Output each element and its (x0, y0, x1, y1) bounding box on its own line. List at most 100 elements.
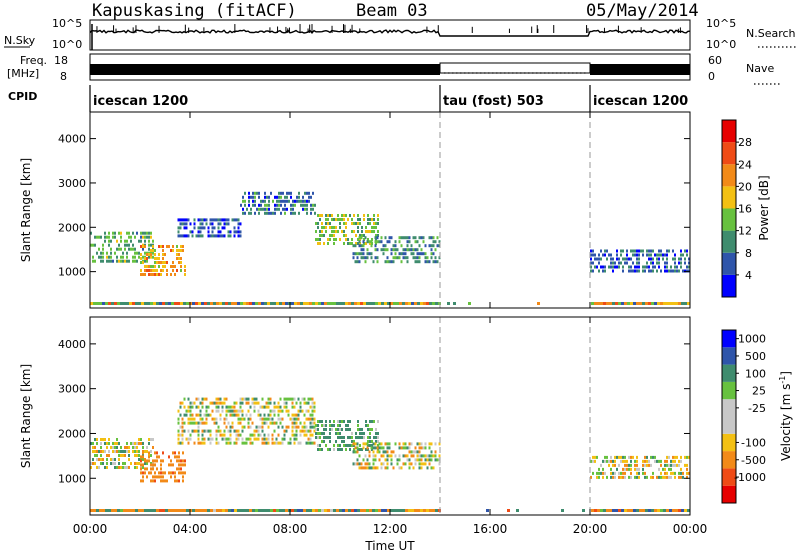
power-echo-cell (658, 249, 660, 253)
velocity-echo-cell (406, 446, 409, 450)
velocity-echo-cell (257, 413, 260, 417)
power-echo-cell (362, 240, 365, 244)
velocity-echo-cell (94, 454, 96, 457)
velocity-near-range-cell (105, 509, 108, 512)
velocity-echo-cell (136, 462, 138, 465)
velocity-echo-cell (162, 475, 164, 479)
velocity-echo-cell (362, 446, 365, 450)
power-echo-cell (319, 238, 321, 241)
velocity-echo-cell (428, 454, 431, 458)
power-echo-cell (134, 235, 136, 239)
velocity-echo-cell (134, 454, 136, 457)
power-echo-cell (600, 257, 602, 261)
power-echo-cell (341, 230, 343, 233)
velocity-near-range-cell (597, 509, 600, 512)
power-echo-cell (154, 273, 156, 276)
velocity-echo-cell (96, 450, 98, 453)
power-echo-cell (268, 195, 270, 199)
power-echo-cell (327, 222, 329, 225)
cpid-strip: icescan 1200 tau (fost) 503 icescan 1200 (89, 85, 688, 112)
velocity-echo-cell (247, 421, 250, 425)
power-echo-cell (112, 259, 114, 263)
velocity-echo-cell (369, 436, 371, 439)
velocity-echo-cell (680, 459, 682, 463)
velocity-echo-cell (227, 429, 230, 433)
velocity-echo-cell (277, 417, 280, 421)
power-echo-cell (90, 243, 92, 247)
velocity-echo-cell (114, 462, 116, 465)
power-echo-cell (668, 269, 670, 273)
velocity-echo-cell (295, 413, 298, 417)
power-echo-cell (345, 234, 347, 237)
velocity-echo-cell (225, 413, 228, 417)
power-near-range-cell (96, 302, 99, 305)
velocity-echo-cell (432, 466, 435, 470)
power-echo-cell (638, 261, 640, 265)
velocity-echo-cell (279, 397, 282, 401)
power-echo-cell (388, 236, 391, 240)
power-echo-cell (325, 214, 327, 217)
velocity-echo-cell (229, 409, 232, 413)
velocity-echo-cell (279, 441, 282, 445)
nsky-tick-top-right: 10^5 (706, 17, 736, 30)
velocity-echo-cell (646, 459, 648, 463)
velocity-near-range-cell (420, 509, 423, 512)
power-echo-cell (207, 230, 210, 234)
power-echo-cell (94, 243, 96, 247)
velocity-echo-cell (686, 455, 688, 459)
velocity-echo-cell (366, 462, 369, 466)
power-near-range-cell (219, 302, 222, 305)
power-echo-cell (432, 236, 435, 240)
velocity-near-range-cell (633, 509, 636, 512)
power-echo-cell (308, 199, 310, 203)
velocity-echo-cell (602, 475, 604, 479)
velocity-echo-cell (634, 475, 636, 479)
power-echo-cell (233, 218, 236, 222)
velocity-echo-cell (371, 420, 373, 423)
velocity-echo-cell (187, 405, 190, 409)
velocity-near-range-cell (639, 509, 642, 512)
power-echo-cell (418, 260, 421, 264)
power-echo-cell (382, 252, 385, 256)
power-near-range-cell (396, 302, 399, 305)
power-near-range-cell (174, 302, 177, 305)
velocity-echo-cell (176, 455, 178, 459)
velocity-echo-cell (160, 479, 162, 483)
velocity-near-range-cell (93, 509, 96, 512)
power-echo-cell (239, 222, 242, 226)
power-echo-cell (345, 222, 347, 225)
velocity-echo-cell (602, 467, 604, 471)
power-echo-cell (406, 260, 409, 264)
velocity-echo-cell (241, 429, 244, 433)
velocity-echo-cell (377, 436, 379, 439)
power-echo-cell (266, 211, 268, 215)
power-echo-cell (616, 249, 618, 253)
velocity-echo-cell (235, 409, 238, 413)
freq-tick-bottom: 8 (60, 70, 67, 83)
power-near-range-cell (249, 302, 252, 305)
cpid-segment-label: tau (fost) 503 (443, 94, 544, 109)
velocity-echo-cell (620, 455, 622, 459)
velocity-near-range-cell (378, 509, 381, 512)
velocity-echo-cell (600, 463, 602, 467)
power-echo-cell (211, 222, 214, 226)
power-echo-cell (646, 249, 648, 253)
power-near-range-cell (213, 302, 216, 305)
power-echo-cell (100, 235, 102, 239)
velocity-echo-cell (367, 436, 369, 439)
velocity-near-range-cell (162, 509, 165, 512)
power-echo-cell (638, 257, 640, 261)
velocity-echo-cell (229, 441, 232, 445)
power-echo-cell (620, 253, 622, 257)
velocity-echo-cell (325, 428, 327, 431)
power-echo-cell (144, 231, 146, 235)
power-near-range-cell (447, 302, 450, 305)
velocity-echo-cell (114, 450, 116, 453)
velocity-near-range-cell (666, 509, 669, 512)
velocity-echo-cell (343, 440, 345, 443)
velocity-echo-cell (285, 425, 288, 429)
velocity-echo-cell (414, 446, 417, 450)
power-near-range-cell (237, 302, 240, 305)
power-echo-cell (362, 244, 365, 248)
velocity-near-range-cell (246, 509, 249, 512)
